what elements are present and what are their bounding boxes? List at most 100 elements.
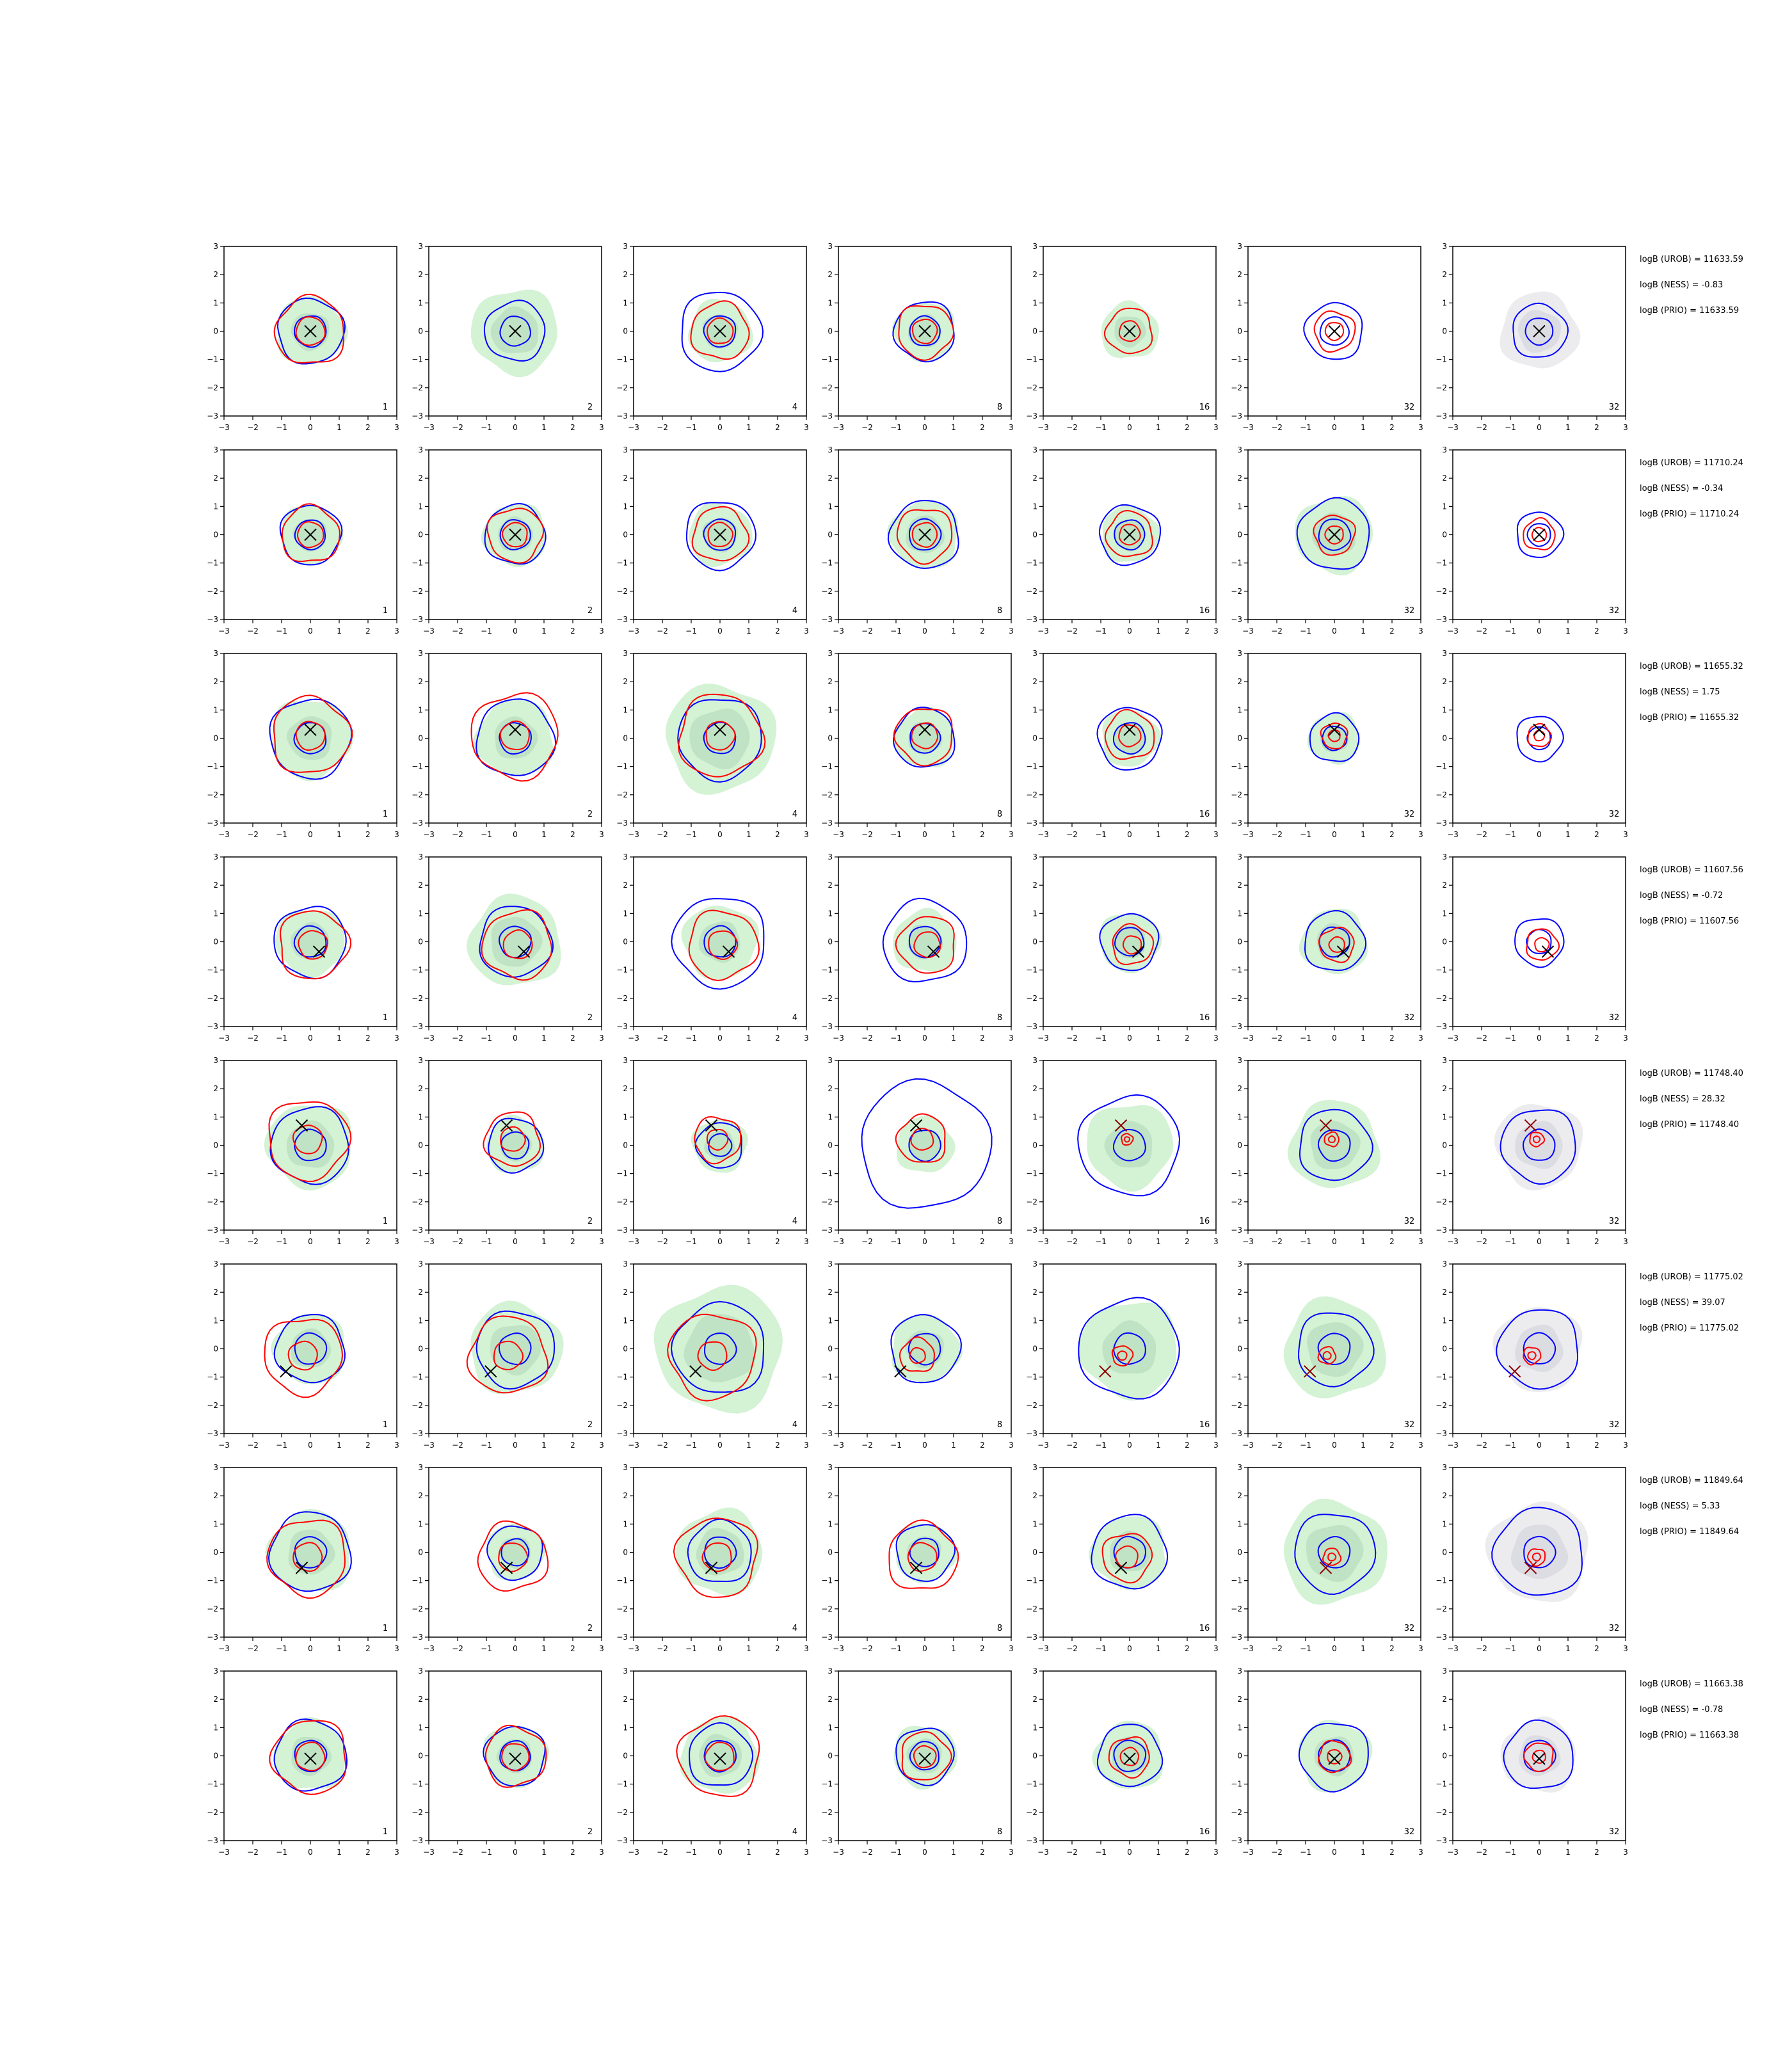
x-tick-label: 1 (541, 423, 547, 432)
x-tick-label: −1 (481, 1848, 492, 1857)
x-tick-label: 3 (1009, 627, 1014, 636)
panel-plot-area (1295, 496, 1373, 576)
y-tick-label: 3 (1442, 445, 1447, 454)
y-tick-label: −1 (821, 1373, 833, 1382)
density-fill-inner (1310, 1121, 1361, 1169)
panel-label: 32 (1609, 1827, 1620, 1837)
y-tick-label: 0 (418, 1345, 423, 1354)
x-tick-label: −1 (1095, 1644, 1107, 1653)
panel-plot-area (653, 1284, 783, 1414)
red-contour-inner (493, 1340, 524, 1371)
y-tick-label: −2 (1436, 1401, 1447, 1410)
true-marker (509, 1752, 522, 1765)
x-tick-label: −3 (218, 423, 230, 432)
panel-plot-area (1077, 1094, 1181, 1197)
blue-contour-inner (499, 316, 531, 347)
y-tick-label: 3 (1442, 242, 1447, 251)
x-tick-label: −2 (1271, 423, 1283, 432)
blue-contour-outer (1516, 511, 1565, 558)
y-tick-label: −2 (616, 1401, 628, 1410)
x-tick-label: 2 (1594, 1644, 1599, 1653)
y-tick-label: 3 (213, 649, 218, 658)
x-tick-label: 2 (570, 1848, 575, 1857)
y-tick-label: −1 (1026, 559, 1037, 568)
y-tick-label: 0 (1442, 938, 1447, 947)
blue-contour-inner (703, 1536, 737, 1569)
y-tick-label: 0 (1032, 1141, 1037, 1150)
x-tick-label: −3 (1037, 423, 1049, 432)
panel-label: 4 (792, 1217, 797, 1226)
blue-contour-outer (895, 1524, 956, 1582)
row-annotation-logb-prio: logB (PRIO) = 11775.02 (1640, 1324, 1739, 1333)
panel-r3-c5: −3−3 −2 −2 −1 −1 0 0 1 1 2 2 3 3 16 (1026, 649, 1219, 839)
y-tick-label: −2 (1026, 790, 1037, 799)
y-tick-label: 3 (623, 445, 628, 454)
x-tick-label: 2 (980, 1644, 985, 1653)
y-tick-label: 0 (828, 1141, 833, 1150)
x-tick-label: −2 (247, 1644, 259, 1653)
y-tick-label: −3 (1231, 412, 1242, 420)
x-tick-label: −3 (1447, 830, 1459, 839)
x-tick-label: −1 (1505, 423, 1516, 432)
y-tick-label: −3 (1436, 412, 1447, 420)
x-tick-label: 1 (951, 830, 956, 839)
panel-label: 32 (1404, 1420, 1415, 1430)
panel-plot-area (1283, 1296, 1386, 1398)
x-tick-label: −3 (833, 830, 844, 839)
panel-label: 4 (792, 810, 797, 819)
blue-contour-inner (1318, 518, 1352, 551)
panel-plot-area (1092, 1720, 1164, 1789)
red-contour-outer (1318, 926, 1355, 963)
blue-contour-outer (483, 1725, 546, 1787)
y-tick-label: −2 (1231, 1401, 1242, 1410)
x-tick-label: 2 (980, 1441, 985, 1450)
red-contour-outer (1313, 515, 1356, 556)
x-tick-label: 1 (1565, 423, 1571, 432)
y-tick-label: 1 (623, 909, 628, 918)
row-annotation-logb-urob: logB (UROB) = 11607.56 (1640, 865, 1743, 875)
x-tick-label: −3 (1447, 1644, 1459, 1653)
x-tick-label: 3 (1418, 1441, 1423, 1450)
blue-contour-inner (909, 723, 941, 754)
x-tick-label: 1 (541, 1644, 547, 1653)
x-tick-label: 3 (599, 1441, 604, 1450)
y-tick-label: 2 (1032, 270, 1037, 279)
x-tick-label: −1 (1095, 1034, 1107, 1043)
density-fill-inner (287, 716, 332, 760)
blue-contour-outer (486, 1525, 543, 1581)
density-fill-inner (1306, 1524, 1364, 1582)
density-fill-inner (1102, 1320, 1156, 1373)
blue-contour-outer (1309, 712, 1360, 762)
x-tick-label: 1 (1565, 1848, 1571, 1857)
true-marker (918, 1752, 931, 1765)
blue-contour-outer (476, 698, 557, 776)
x-tick-label: 0 (308, 627, 313, 636)
x-tick-label: 3 (1213, 1644, 1219, 1653)
y-tick-label: 3 (213, 852, 218, 861)
y-tick-label: 3 (623, 1056, 628, 1065)
row-annotation-logb-urob: logB (UROB) = 11710.24 (1640, 458, 1743, 468)
row-annotation-logb-urob: logB (UROB) = 11655.32 (1640, 662, 1743, 671)
blue-contour-outer (671, 898, 765, 990)
true-marker (304, 1752, 317, 1765)
true-marker (689, 1365, 702, 1378)
x-tick-label: 0 (717, 1441, 723, 1450)
x-tick-label: 1 (541, 1441, 547, 1450)
x-tick-label: 1 (1361, 1441, 1366, 1450)
blue-contour-inner (1114, 519, 1146, 551)
panel-plot-area (1099, 913, 1162, 973)
panel-label: 32 (1404, 403, 1415, 412)
y-tick-label: 0 (1032, 938, 1037, 947)
blue-contour-outer (1297, 1312, 1375, 1388)
x-tick-label: 2 (1389, 1034, 1395, 1043)
y-tick-label: −1 (207, 1780, 218, 1789)
red-contour-outer (1527, 723, 1552, 748)
x-tick-label: 2 (1594, 1237, 1599, 1246)
y-tick-label: −2 (1436, 790, 1447, 799)
y-tick-label: 1 (828, 1316, 833, 1325)
y-tick-label: −3 (1231, 615, 1242, 624)
panel-r2-c2: −3−3 −2 −2 −1 −1 0 0 1 1 2 2 3 3 2 (412, 445, 604, 636)
x-tick-label: 2 (570, 627, 575, 636)
y-tick-label: 2 (1032, 474, 1037, 483)
panel-label: 32 (1404, 1013, 1415, 1023)
